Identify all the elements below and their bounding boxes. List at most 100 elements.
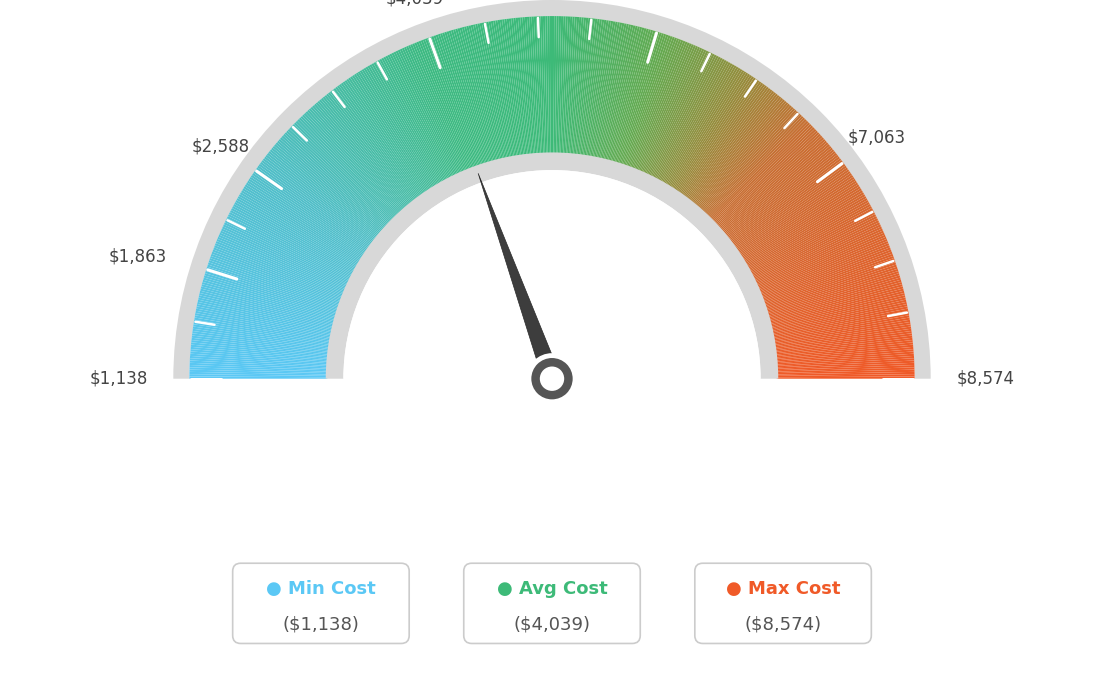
Wedge shape: [624, 35, 670, 166]
Wedge shape: [732, 162, 845, 246]
Wedge shape: [204, 273, 337, 315]
Wedge shape: [740, 181, 857, 257]
Wedge shape: [680, 81, 762, 195]
Wedge shape: [686, 87, 768, 199]
Wedge shape: [746, 196, 867, 267]
Wedge shape: [708, 117, 805, 218]
Wedge shape: [773, 315, 910, 341]
Wedge shape: [669, 69, 743, 188]
Wedge shape: [677, 77, 756, 193]
Wedge shape: [194, 315, 331, 341]
Wedge shape: [633, 40, 683, 169]
Wedge shape: [678, 79, 757, 194]
Wedge shape: [190, 370, 328, 375]
Wedge shape: [537, 17, 543, 155]
Wedge shape: [745, 194, 866, 266]
Wedge shape: [191, 340, 329, 356]
Wedge shape: [606, 27, 643, 161]
Text: $7,063: $7,063: [848, 129, 905, 147]
Wedge shape: [567, 17, 580, 155]
Circle shape: [529, 355, 575, 402]
Wedge shape: [718, 134, 821, 228]
Wedge shape: [190, 356, 328, 366]
Wedge shape: [348, 77, 427, 193]
Wedge shape: [400, 49, 459, 175]
Wedge shape: [657, 58, 723, 181]
Wedge shape: [753, 218, 878, 281]
Wedge shape: [293, 124, 392, 222]
Wedge shape: [314, 104, 405, 209]
Wedge shape: [256, 168, 370, 249]
Wedge shape: [775, 342, 913, 357]
Wedge shape: [201, 284, 336, 322]
Wedge shape: [744, 190, 863, 263]
Wedge shape: [202, 282, 336, 320]
Wedge shape: [765, 264, 896, 309]
Wedge shape: [392, 52, 454, 177]
Wedge shape: [200, 288, 335, 324]
Wedge shape: [652, 55, 716, 179]
Wedge shape: [670, 70, 744, 188]
Wedge shape: [662, 63, 733, 184]
Wedge shape: [446, 31, 488, 164]
Wedge shape: [734, 166, 847, 248]
Wedge shape: [761, 243, 889, 296]
Wedge shape: [502, 19, 522, 156]
Wedge shape: [276, 142, 382, 233]
Wedge shape: [491, 21, 516, 157]
Wedge shape: [468, 26, 501, 160]
Wedge shape: [319, 99, 408, 206]
Wedge shape: [395, 50, 456, 176]
Text: $1,138: $1,138: [89, 370, 148, 388]
Wedge shape: [290, 126, 391, 223]
Wedge shape: [210, 256, 341, 304]
Wedge shape: [754, 220, 879, 282]
Circle shape: [540, 366, 564, 391]
Wedge shape: [767, 275, 900, 316]
Wedge shape: [772, 302, 906, 333]
Wedge shape: [190, 360, 328, 369]
Wedge shape: [565, 17, 575, 155]
Wedge shape: [744, 192, 864, 264]
Wedge shape: [764, 260, 895, 306]
Wedge shape: [300, 116, 397, 217]
Wedge shape: [397, 50, 458, 175]
Wedge shape: [191, 347, 328, 360]
Wedge shape: [224, 222, 349, 283]
Wedge shape: [190, 374, 328, 377]
Wedge shape: [368, 66, 439, 186]
Wedge shape: [195, 313, 331, 339]
Wedge shape: [190, 351, 328, 363]
Wedge shape: [414, 42, 468, 171]
Wedge shape: [199, 295, 333, 328]
Wedge shape: [604, 26, 638, 160]
Wedge shape: [344, 80, 425, 195]
Wedge shape: [475, 24, 506, 159]
Wedge shape: [402, 48, 460, 175]
Wedge shape: [493, 21, 517, 157]
Wedge shape: [578, 19, 597, 156]
Wedge shape: [638, 44, 694, 172]
Wedge shape: [701, 107, 794, 211]
Wedge shape: [280, 137, 384, 230]
Wedge shape: [233, 204, 355, 272]
Wedge shape: [220, 230, 347, 288]
Wedge shape: [200, 290, 335, 326]
Wedge shape: [758, 237, 887, 292]
Wedge shape: [750, 206, 872, 273]
Wedge shape: [199, 293, 333, 327]
Wedge shape: [373, 62, 443, 184]
Wedge shape: [238, 194, 359, 266]
Wedge shape: [773, 308, 909, 337]
Wedge shape: [285, 132, 388, 227]
Wedge shape: [614, 30, 654, 163]
Wedge shape: [668, 68, 741, 187]
Wedge shape: [603, 26, 636, 160]
Wedge shape: [193, 324, 330, 346]
Wedge shape: [211, 254, 341, 303]
Wedge shape: [380, 59, 446, 181]
Wedge shape: [390, 54, 453, 178]
Wedge shape: [650, 52, 712, 177]
Wedge shape: [265, 155, 375, 241]
Wedge shape: [550, 16, 552, 154]
